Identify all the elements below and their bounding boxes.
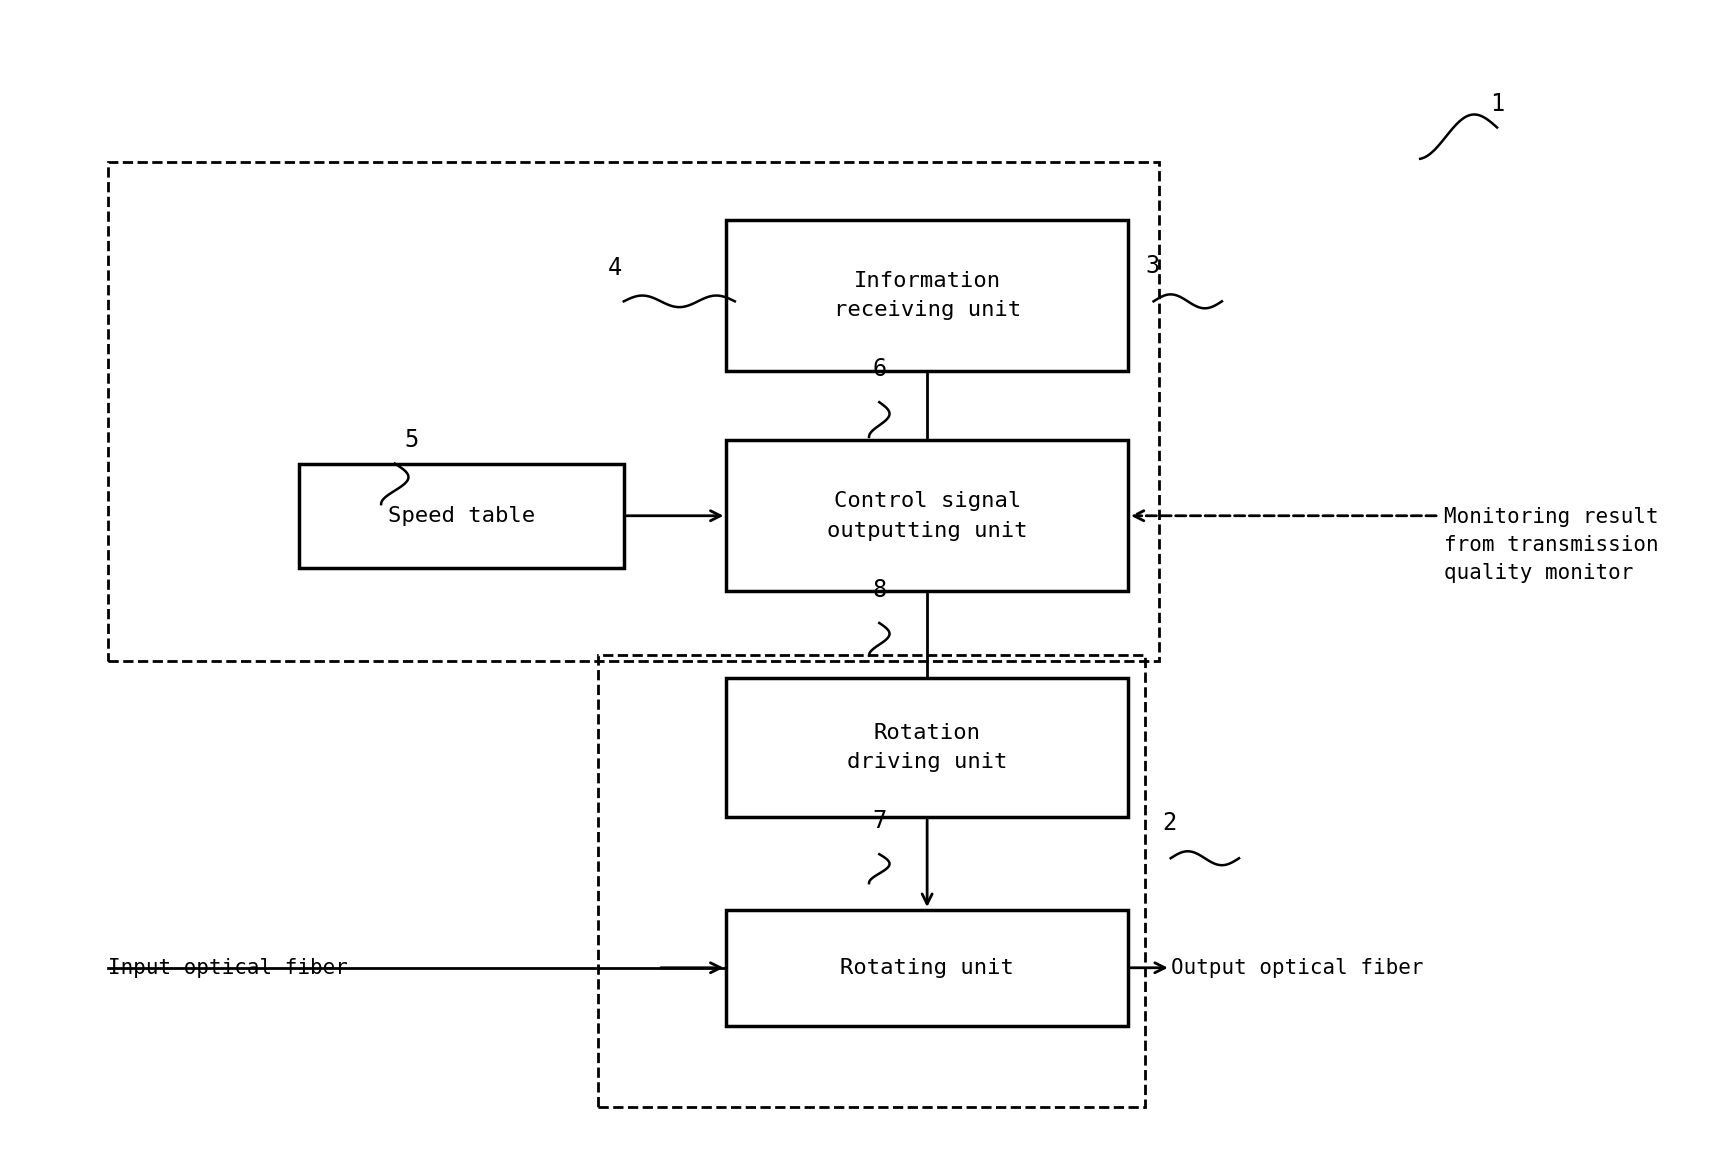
Text: Output optical fiber: Output optical fiber: [1171, 957, 1424, 978]
Text: Rotation
driving unit: Rotation driving unit: [848, 723, 1007, 772]
Text: 2: 2: [1162, 811, 1176, 834]
Text: Rotating unit: Rotating unit: [841, 957, 1013, 978]
Text: Control signal
outputting unit: Control signal outputting unit: [827, 491, 1027, 540]
Bar: [108, 162, 1159, 661]
Bar: [299, 464, 624, 568]
Bar: [726, 440, 1128, 591]
Text: 7: 7: [872, 809, 887, 833]
Bar: [726, 220, 1128, 371]
Text: 4: 4: [608, 256, 622, 280]
Text: Information
receiving unit: Information receiving unit: [834, 271, 1020, 320]
Text: 6: 6: [872, 357, 887, 381]
Text: 1: 1: [1490, 92, 1504, 116]
Text: Monitoring result
from transmission
quality monitor: Monitoring result from transmission qual…: [1444, 506, 1659, 583]
Text: Speed table: Speed table: [388, 505, 535, 526]
Bar: [726, 910, 1128, 1026]
Text: Input optical fiber: Input optical fiber: [108, 957, 347, 978]
Text: 3: 3: [1145, 254, 1159, 278]
Text: 8: 8: [872, 578, 887, 603]
Bar: [726, 678, 1128, 817]
Text: 5: 5: [405, 428, 419, 452]
Bar: [598, 655, 1145, 1107]
